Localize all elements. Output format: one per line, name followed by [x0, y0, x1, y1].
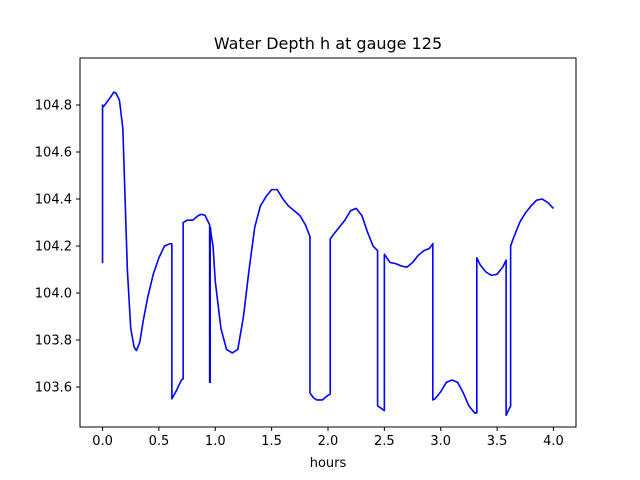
- x-tick-label: 0.5: [149, 434, 170, 449]
- x-tick-label: 3.0: [430, 434, 451, 449]
- y-ticks: 103.6 103.8 104.0 104.2 104.4 104.6 104.8: [35, 99, 80, 396]
- x-tick-label: 2.5: [374, 434, 395, 449]
- plot-area: [80, 58, 576, 427]
- x-tick-label: 4.0: [543, 434, 564, 449]
- chart-title: Water Depth h at gauge 125: [214, 34, 442, 53]
- x-tick-label: 1.5: [261, 434, 282, 449]
- y-tick-label: 104.4: [35, 193, 72, 208]
- series-line-0: [101, 91, 555, 417]
- y-tick-label: 103.8: [35, 334, 72, 349]
- x-ticks: 0.0 0.5 1.0 1.5 2.0 2.5 3.0 3.5 4.0: [92, 427, 564, 449]
- x-tick-label: 3.5: [487, 434, 508, 449]
- series-layer: [101, 91, 555, 417]
- y-tick-label: 104.2: [35, 240, 72, 255]
- x-axis-label: hours: [310, 456, 347, 471]
- y-tick-label: 104.6: [35, 146, 72, 161]
- y-tick-label: 103.6: [35, 381, 72, 396]
- x-tick-label: 0.0: [92, 434, 113, 449]
- y-tick-label: 104.0: [35, 287, 72, 302]
- x-tick-label: 1.0: [205, 434, 226, 449]
- y-tick-label: 104.8: [35, 99, 72, 114]
- x-tick-label: 2.0: [318, 434, 339, 449]
